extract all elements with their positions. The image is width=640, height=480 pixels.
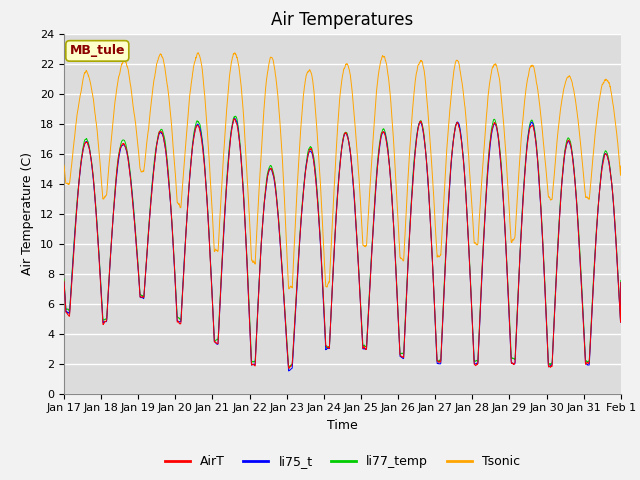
Legend: AirT, li75_t, li77_temp, Tsonic: AirT, li75_t, li77_temp, Tsonic bbox=[160, 450, 525, 473]
X-axis label: Time: Time bbox=[327, 419, 358, 432]
Y-axis label: Air Temperature (C): Air Temperature (C) bbox=[22, 152, 35, 275]
Text: MB_tule: MB_tule bbox=[70, 44, 125, 58]
Title: Air Temperatures: Air Temperatures bbox=[271, 11, 413, 29]
